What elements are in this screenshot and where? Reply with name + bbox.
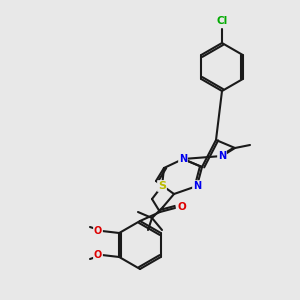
Text: O: O [178, 202, 186, 212]
Text: Cl: Cl [216, 16, 228, 26]
Text: O: O [94, 250, 102, 260]
Text: N: N [193, 181, 201, 191]
Text: N: N [179, 154, 187, 164]
Text: O: O [94, 226, 102, 236]
Text: N: N [218, 151, 226, 161]
Text: S: S [158, 181, 166, 191]
